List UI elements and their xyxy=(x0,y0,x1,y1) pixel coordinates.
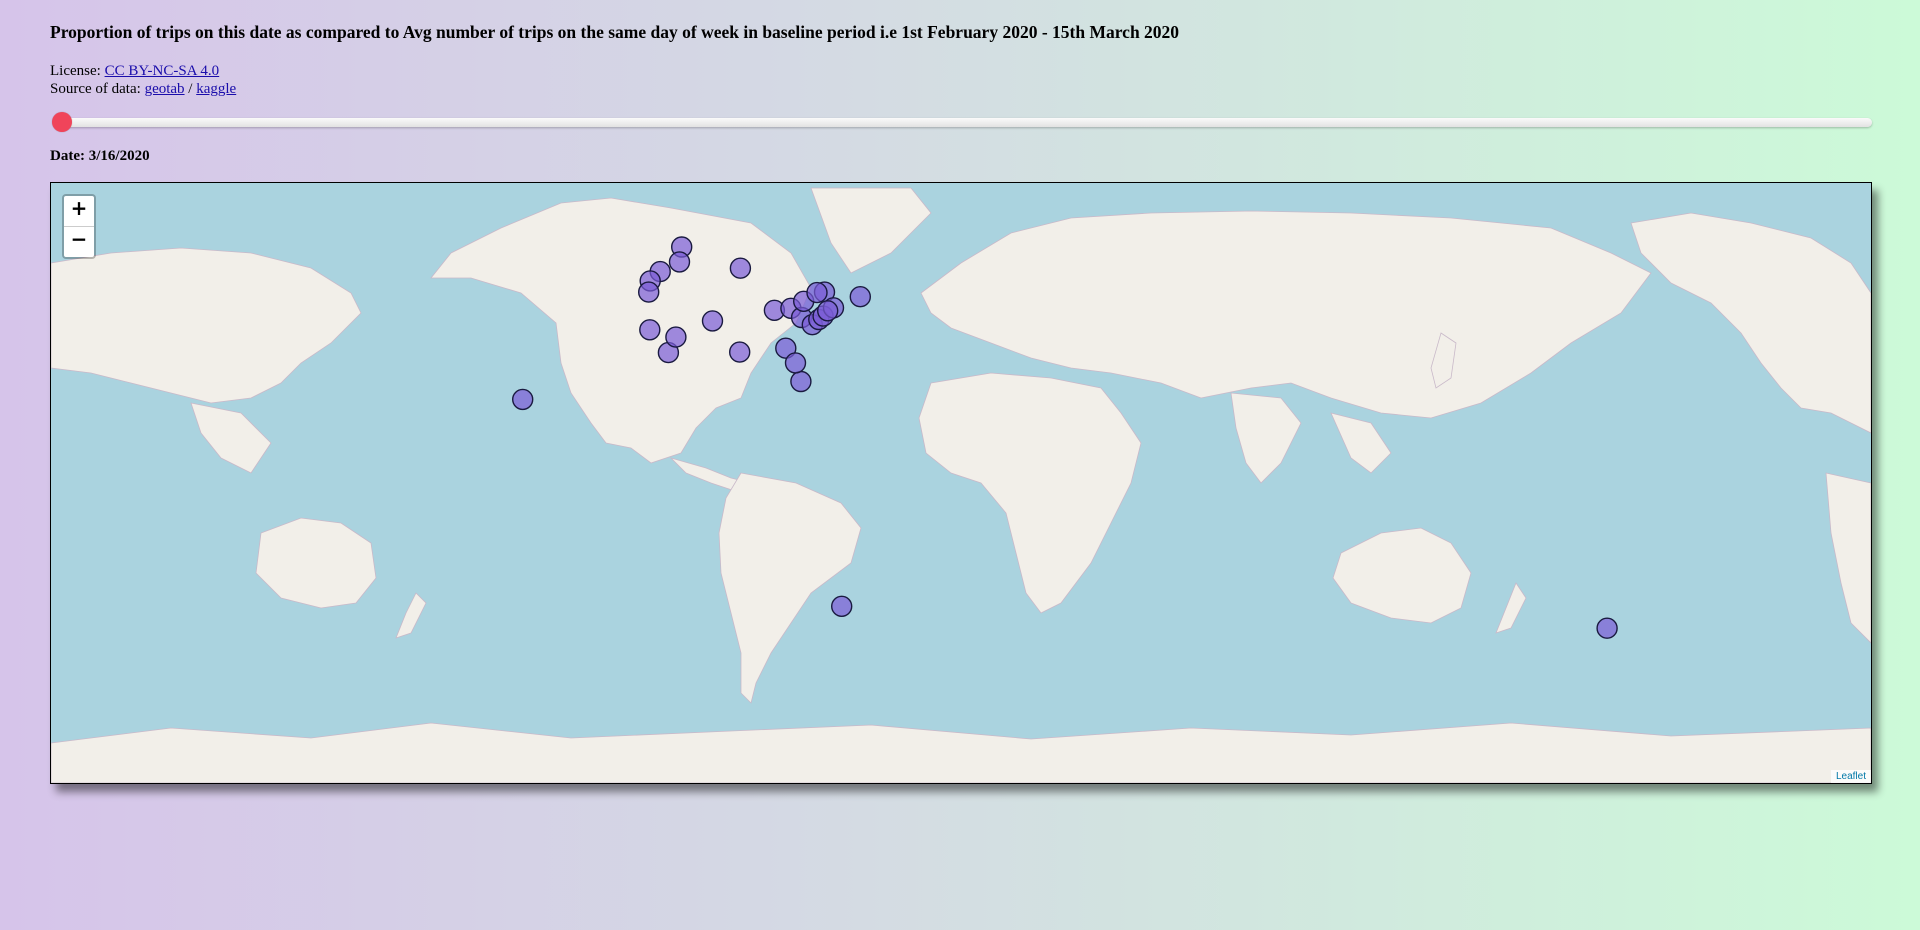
location-marker[interactable] xyxy=(729,341,751,363)
south-america-wrap xyxy=(1825,472,1871,644)
map-container[interactable]: + − Leaflet xyxy=(50,182,1872,784)
location-marker[interactable] xyxy=(790,370,812,393)
north-america-landmass xyxy=(430,197,812,464)
date-display: Date: 3/16/2020 xyxy=(50,148,150,165)
location-marker[interactable] xyxy=(784,352,807,374)
map-attribution: Leaflet xyxy=(1830,770,1871,783)
location-marker[interactable] xyxy=(775,337,797,359)
page-title: Proportion of trips on this date as comp… xyxy=(50,22,1180,42)
marker-layer xyxy=(512,236,1618,639)
world-map[interactable] xyxy=(51,183,1871,783)
source-separator: / xyxy=(184,81,197,97)
australia xyxy=(1332,527,1472,624)
zoom-out-button[interactable]: − xyxy=(70,227,88,251)
meta-info: License: CC BY-NC-SA 4.0 Source of data:… xyxy=(50,62,236,98)
location-marker[interactable] xyxy=(668,251,691,273)
source-line: Source of data: geotab / kaggle xyxy=(50,80,236,98)
location-marker[interactable] xyxy=(831,595,853,617)
greenland xyxy=(810,187,932,274)
source-label: Source of data: xyxy=(50,81,145,97)
japan xyxy=(1430,332,1457,389)
north-america-wrap xyxy=(1630,212,1871,434)
location-marker[interactable] xyxy=(701,310,724,332)
new-zealand-wrap xyxy=(395,592,427,639)
location-marker[interactable] xyxy=(806,281,828,304)
location-marker[interactable] xyxy=(639,319,661,341)
australia-wrap xyxy=(255,517,377,609)
location-marker[interactable] xyxy=(512,388,534,411)
antarctica xyxy=(51,722,1871,783)
date-slider-track[interactable] xyxy=(54,118,1872,127)
location-marker[interactable] xyxy=(729,257,752,279)
africa xyxy=(918,372,1142,614)
license-link[interactable]: CC BY-NC-SA 4.0 xyxy=(104,63,220,79)
date-slider-thumb[interactable] xyxy=(52,112,72,132)
asia-wrap xyxy=(51,247,362,404)
source-link-kaggle[interactable]: kaggle xyxy=(196,81,237,97)
date-label: Date: xyxy=(50,148,89,164)
europe-asia-landmass xyxy=(920,210,1652,419)
location-marker[interactable] xyxy=(665,326,687,348)
india xyxy=(1230,392,1302,484)
date-value: 3/16/2020 xyxy=(88,148,150,164)
license-line: License: CC BY-NC-SA 4.0 xyxy=(50,62,236,80)
new-zealand xyxy=(1495,582,1527,634)
land-layer xyxy=(51,187,1871,783)
leaflet-attribution-link[interactable]: Leaflet xyxy=(1835,771,1866,782)
location-marker[interactable] xyxy=(849,285,871,308)
license-label: License: xyxy=(50,63,105,79)
zoom-control: + − xyxy=(62,194,96,259)
location-marker[interactable] xyxy=(638,281,660,303)
zoom-in-button[interactable]: + xyxy=(64,196,94,227)
location-marker[interactable] xyxy=(1596,617,1618,639)
source-link-geotab[interactable]: geotab xyxy=(144,81,185,97)
location-marker[interactable] xyxy=(817,300,839,322)
southeast-asia xyxy=(1330,412,1392,474)
southeast-asia-wrap xyxy=(190,402,272,474)
south-america xyxy=(718,472,862,704)
